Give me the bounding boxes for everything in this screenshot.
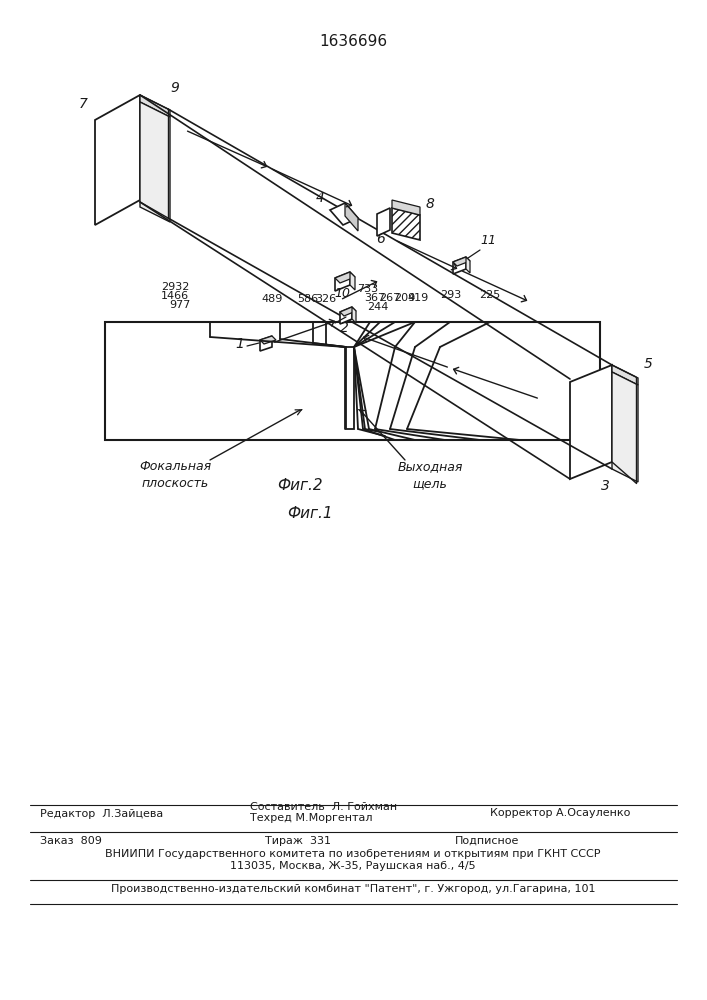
Text: 6: 6 bbox=[377, 232, 385, 246]
Text: 2: 2 bbox=[339, 321, 349, 335]
Text: 1636696: 1636696 bbox=[319, 34, 387, 49]
Polygon shape bbox=[140, 95, 170, 117]
Polygon shape bbox=[335, 272, 355, 283]
Text: 209: 209 bbox=[395, 293, 416, 303]
Text: 244: 244 bbox=[368, 302, 389, 312]
Polygon shape bbox=[612, 372, 638, 482]
Text: Редактор  Л.Зайцева: Редактор Л.Зайцева bbox=[40, 809, 163, 819]
Text: 1466: 1466 bbox=[161, 291, 189, 301]
Text: 1: 1 bbox=[235, 337, 245, 351]
Polygon shape bbox=[453, 257, 470, 266]
Text: 293: 293 bbox=[440, 290, 462, 300]
Text: Составитель  Л. Гойхман: Составитель Л. Гойхман bbox=[250, 802, 397, 812]
Polygon shape bbox=[612, 365, 638, 385]
Polygon shape bbox=[95, 95, 140, 225]
Polygon shape bbox=[392, 208, 420, 240]
Text: 2932: 2932 bbox=[160, 282, 189, 292]
Text: 4: 4 bbox=[315, 191, 325, 205]
Polygon shape bbox=[345, 203, 358, 231]
Text: ВНИИПИ Государственного комитета по изобретениям и открытиям при ГКНТ СССР: ВНИИПИ Государственного комитета по изоб… bbox=[105, 849, 601, 859]
Polygon shape bbox=[260, 336, 276, 344]
Text: 10: 10 bbox=[334, 287, 350, 300]
Text: Техред М.Моргентал: Техред М.Моргентал bbox=[250, 813, 373, 823]
Polygon shape bbox=[140, 102, 170, 222]
Text: Корректор А.Осауленко: Корректор А.Осауленко bbox=[490, 808, 631, 818]
Text: 11: 11 bbox=[480, 234, 496, 247]
Polygon shape bbox=[466, 257, 470, 273]
Text: 367: 367 bbox=[364, 293, 385, 303]
Text: Подписное: Подписное bbox=[455, 836, 520, 846]
Text: Фиг.1: Фиг.1 bbox=[287, 506, 333, 520]
Text: Выходная
щель: Выходная щель bbox=[397, 460, 462, 490]
Text: Фиг.2: Фиг.2 bbox=[277, 478, 323, 493]
Text: 113035, Москва, Ж-35, Раушская наб., 4/5: 113035, Москва, Ж-35, Раушская наб., 4/5 bbox=[230, 861, 476, 871]
Polygon shape bbox=[453, 257, 466, 274]
Polygon shape bbox=[570, 365, 612, 479]
Text: 5: 5 bbox=[643, 357, 653, 371]
Polygon shape bbox=[352, 307, 356, 323]
Polygon shape bbox=[377, 208, 390, 236]
Polygon shape bbox=[330, 203, 358, 225]
Text: 3: 3 bbox=[600, 479, 609, 493]
Text: 419: 419 bbox=[407, 293, 428, 303]
Polygon shape bbox=[335, 272, 350, 291]
Text: Фокальная
плоскость: Фокальная плоскость bbox=[139, 460, 211, 490]
Polygon shape bbox=[350, 272, 355, 290]
Text: 7: 7 bbox=[78, 97, 88, 111]
Text: 489: 489 bbox=[262, 294, 283, 304]
Text: 586: 586 bbox=[298, 294, 319, 304]
Polygon shape bbox=[340, 307, 356, 316]
Text: 326: 326 bbox=[315, 294, 337, 304]
Polygon shape bbox=[392, 200, 420, 215]
Text: Производственно-издательский комбинат "Патент", г. Ужгород, ул.Гагарина, 101: Производственно-издательский комбинат "П… bbox=[111, 884, 595, 894]
Text: 8: 8 bbox=[426, 197, 434, 211]
Text: 225: 225 bbox=[479, 290, 501, 300]
Polygon shape bbox=[340, 307, 352, 324]
Bar bbox=[105, 322, 600, 440]
Text: 733: 733 bbox=[358, 284, 378, 294]
Text: 9: 9 bbox=[170, 81, 180, 95]
Bar bbox=[346, 347, 354, 429]
Text: Заказ  809: Заказ 809 bbox=[40, 836, 102, 846]
Text: Тираж  331: Тираж 331 bbox=[265, 836, 331, 846]
Text: 267: 267 bbox=[380, 293, 401, 303]
Polygon shape bbox=[260, 336, 272, 351]
Text: 977: 977 bbox=[169, 300, 191, 310]
